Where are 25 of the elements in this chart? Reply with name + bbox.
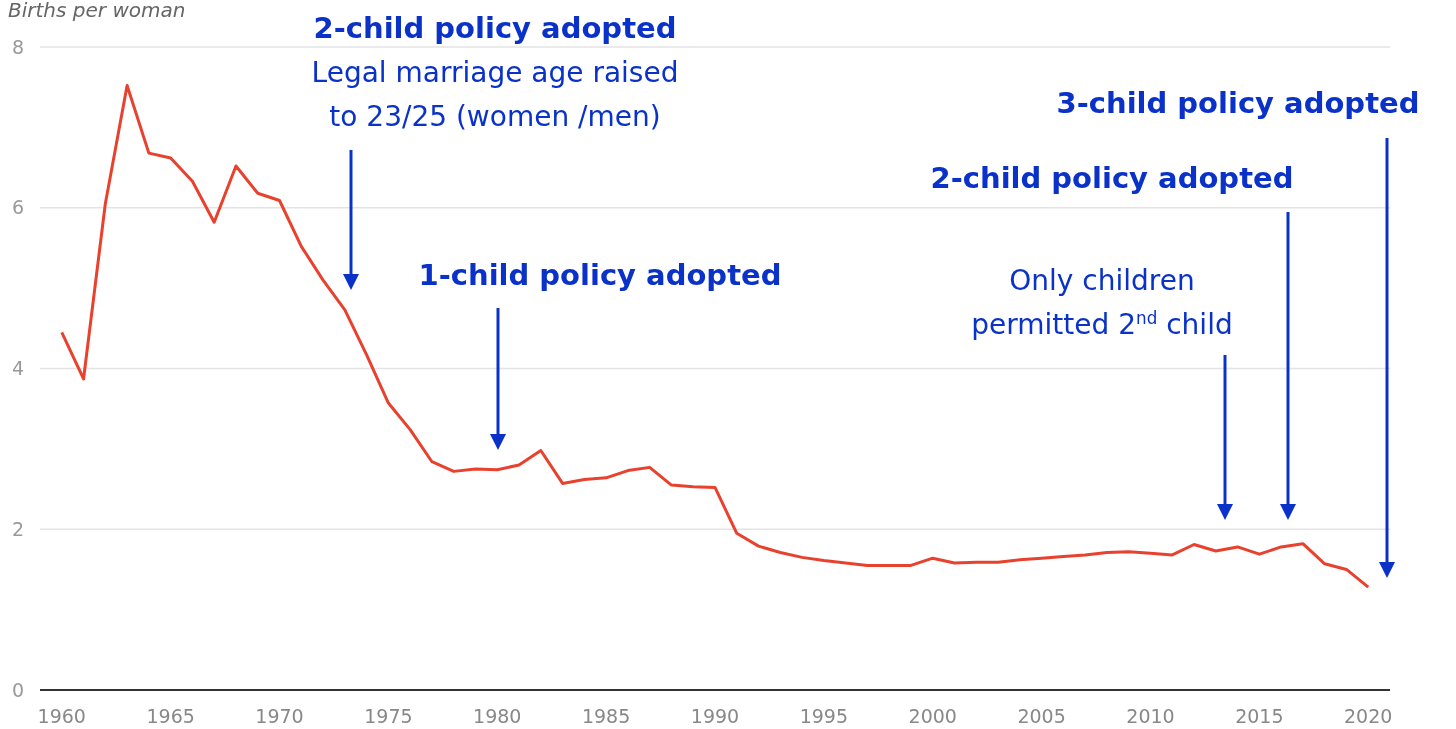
x-tick-label: 1965	[146, 705, 195, 727]
x-tick-label: 2020	[1344, 705, 1393, 727]
annotation: Only children permitted 2$^{nd}$ child	[971, 264, 1233, 341]
x-tick-label: 1975	[364, 705, 413, 727]
annotation: 1-child policy adopted	[418, 258, 782, 292]
annotation: 3-child policy adopted	[1056, 86, 1420, 120]
x-tick-label: 1995	[799, 705, 849, 727]
x-tick-label: 2015	[1235, 705, 1284, 727]
x-tick-label: 1960	[37, 705, 86, 727]
x-tick-label: 1985	[581, 705, 631, 727]
x-tick-label: 2010	[1126, 705, 1175, 727]
annotation: 2-child policy adopted	[930, 161, 1294, 195]
x-tick-label: 1980	[473, 705, 522, 727]
y-tick-label: 0	[11, 678, 25, 701]
x-tick-label: 2005	[1017, 705, 1066, 727]
text: 2-child policy adopted	[313, 11, 677, 45]
y-tick-label: 4	[11, 357, 25, 380]
x-tick-label: 1990	[690, 705, 740, 727]
x-tick-label: 1970	[255, 705, 304, 727]
y-axis-title: Births per woman	[8, 0, 186, 22]
y-tick-label: 2	[11, 517, 25, 540]
annotation: Legal marriage age raised to 23/25 (women /men)	[311, 56, 679, 133]
y-tick-label: 6	[11, 196, 25, 219]
x-tick-label: 2000	[908, 705, 957, 727]
y-tick-label: 8	[11, 35, 25, 58]
